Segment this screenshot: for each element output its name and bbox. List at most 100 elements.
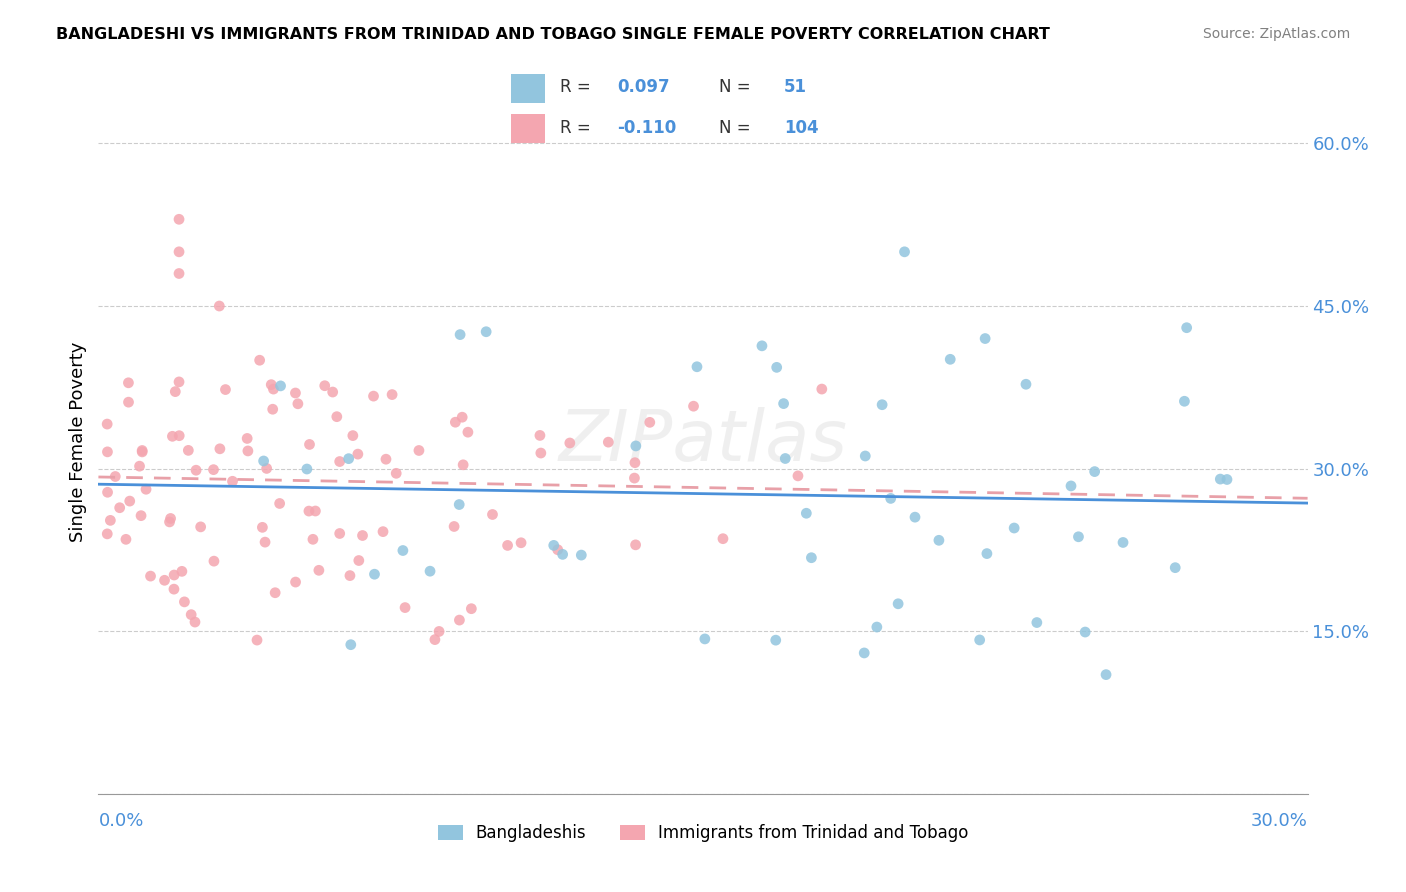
Point [167, 212, 190, 227]
Point [800, 550, 823, 565]
Point [408, 443, 430, 458]
Point [751, 339, 773, 353]
Point [765, 360, 787, 375]
Point [1216, 473, 1239, 487]
Point [543, 538, 565, 552]
Point [184, 463, 207, 477]
Point [423, 632, 446, 647]
Point [249, 353, 271, 368]
Point [284, 575, 307, 590]
Point [1015, 377, 1038, 392]
Point [104, 469, 127, 483]
Point [451, 458, 474, 472]
Point [460, 601, 482, 615]
Point [304, 504, 326, 518]
Text: 51: 51 [785, 78, 807, 96]
Point [202, 554, 225, 568]
Point [939, 352, 962, 367]
Point [96, 485, 118, 500]
Point [1002, 521, 1025, 535]
Point [928, 533, 950, 548]
Point [976, 547, 998, 561]
Point [787, 468, 810, 483]
Point [449, 613, 471, 627]
Point [180, 607, 202, 622]
Point [159, 515, 181, 529]
Point [686, 359, 709, 374]
Point [337, 451, 360, 466]
Point [347, 553, 370, 567]
Legend: Bangladeshis, Immigrants from Trinidad and Tobago: Bangladeshis, Immigrants from Trinidad a… [430, 818, 976, 849]
Point [167, 375, 190, 389]
Text: 0.0%: 0.0% [98, 812, 143, 830]
Point [853, 646, 876, 660]
Point [153, 574, 176, 588]
Point [322, 385, 344, 400]
Point [530, 446, 553, 460]
Point [394, 600, 416, 615]
Point [108, 500, 131, 515]
Point [96, 445, 118, 459]
Point [866, 620, 889, 634]
Point [342, 428, 364, 442]
Point [262, 382, 284, 396]
Point [339, 638, 361, 652]
Y-axis label: Single Female Poverty: Single Female Poverty [69, 342, 87, 541]
Point [449, 327, 471, 342]
Point [117, 376, 139, 390]
Point [162, 429, 184, 443]
Point [880, 491, 903, 506]
Point [339, 568, 361, 582]
Point [1084, 465, 1107, 479]
Point [475, 325, 498, 339]
Point [252, 454, 274, 468]
Point [190, 520, 212, 534]
Point [1175, 320, 1198, 334]
Point [177, 443, 200, 458]
Text: N =: N = [720, 119, 756, 136]
Point [214, 383, 236, 397]
Point [969, 632, 991, 647]
Text: 104: 104 [785, 119, 818, 136]
Point [298, 504, 321, 518]
Point [449, 498, 471, 512]
Point [329, 526, 352, 541]
Point [481, 508, 503, 522]
Point [117, 395, 139, 409]
Point [260, 377, 283, 392]
Point [547, 542, 569, 557]
Point [308, 563, 330, 577]
Point [270, 379, 292, 393]
Text: BANGLADESHI VS IMMIGRANTS FROM TRINIDAD AND TOBAGO SINGLE FEMALE POVERTY CORRELA: BANGLADESHI VS IMMIGRANTS FROM TRINIDAD … [56, 27, 1050, 42]
Point [302, 533, 325, 547]
Text: N =: N = [720, 78, 756, 96]
Point [624, 439, 647, 453]
Point [128, 459, 150, 474]
Text: -0.110: -0.110 [617, 119, 676, 136]
Point [1025, 615, 1047, 630]
Point [385, 467, 408, 481]
Point [1067, 530, 1090, 544]
Point [1173, 394, 1195, 409]
Point [893, 244, 915, 259]
Point [1164, 560, 1187, 574]
Point [284, 386, 307, 401]
Point [598, 435, 620, 450]
Point [419, 564, 441, 578]
Point [329, 454, 352, 468]
Point [638, 415, 661, 429]
Point [1074, 625, 1097, 640]
Point [363, 567, 385, 582]
Point [202, 463, 225, 477]
Point [118, 494, 141, 508]
Point [693, 632, 716, 646]
Point [711, 532, 734, 546]
Point [569, 548, 592, 562]
Point [314, 378, 336, 392]
Point [496, 538, 519, 552]
Point [765, 633, 787, 648]
Point [853, 449, 876, 463]
Point [167, 428, 190, 442]
FancyBboxPatch shape [510, 114, 544, 143]
Point [775, 451, 797, 466]
